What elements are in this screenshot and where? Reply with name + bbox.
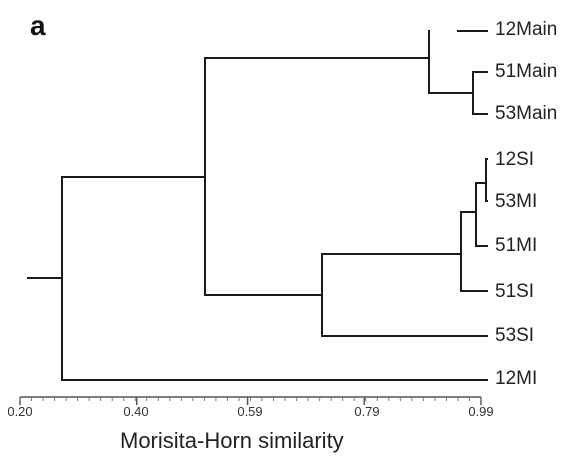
axis-title: Morisita-Horn similarity: [120, 428, 344, 453]
leaf-label-12main: 12Main: [495, 19, 558, 40]
similarity-axis: [19, 396, 482, 405]
leaf-label-12si: 12SI: [495, 149, 535, 170]
tick-label-0: 0.20: [7, 404, 33, 419]
tick-label-1: 0.40: [123, 404, 149, 419]
dendrogram-branches: [27, 30, 488, 381]
leaf-label-51mi: 51MI: [495, 235, 538, 256]
tick-label-3: 0.79: [354, 404, 380, 419]
leaf-label-53main: 53Main: [495, 103, 558, 124]
leaf-label-53si: 53SI: [495, 325, 535, 346]
tick-label-4: 0.99: [468, 404, 494, 419]
panel-label: a: [30, 10, 46, 41]
leaf-label-12mi: 12MI: [495, 368, 538, 389]
leaf-label-53mi: 53MI: [495, 191, 538, 212]
leaf-label-51main: 51Main: [495, 61, 558, 82]
leaf-label-51si: 51SI: [495, 281, 535, 302]
tick-label-2: 0.59: [237, 404, 263, 419]
